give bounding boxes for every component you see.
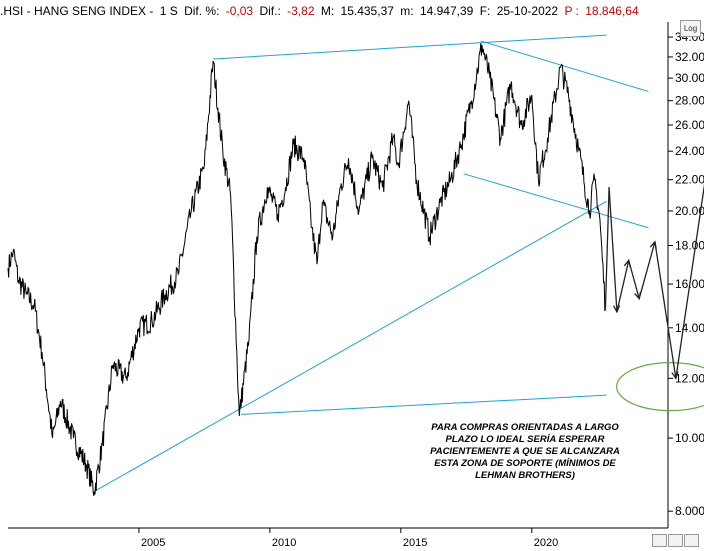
price-value: 18.846,64 <box>585 4 639 18</box>
y-tick-label: 18.000 <box>675 238 704 252</box>
y-tick-label: 20.000 <box>675 204 704 218</box>
y-tick-label: 30.000 <box>675 71 704 85</box>
projection-segment <box>628 260 640 299</box>
price-series-line <box>7 43 606 496</box>
trendline <box>480 40 649 92</box>
date-value: 25-10-2022 <box>496 4 559 18</box>
date-label: F: <box>479 4 491 18</box>
y-tick-label: 14.000 <box>675 321 704 335</box>
support-zone-ellipse <box>616 362 704 412</box>
dif-pct-label: Dif. %: <box>184 4 220 18</box>
log-scale-toggle[interactable]: Log <box>680 20 701 37</box>
y-tick-label: 22.000 <box>675 173 704 187</box>
projection-segment <box>616 260 630 312</box>
min-value: 14.947,39 <box>419 4 474 18</box>
y-tick-label: 32.000 <box>675 50 704 64</box>
x-tick-label: 2020 <box>534 537 558 549</box>
projection-segment <box>675 183 704 379</box>
close-panel-button[interactable] <box>684 534 699 547</box>
dif-pct-value: -0,03 <box>225 4 254 18</box>
projection-segment <box>638 241 656 299</box>
y-tick-label: 12.000 <box>675 371 704 385</box>
trendline <box>241 394 607 415</box>
max-label: M: <box>320 4 335 18</box>
timeframe-label: 1 S <box>159 4 178 18</box>
y-tick-label: 26.000 <box>675 118 704 132</box>
y-tick-label: 10.000 <box>675 431 704 445</box>
trendline <box>94 200 607 492</box>
restore-panel-button[interactable] <box>668 534 683 547</box>
minimize-panel-button[interactable] <box>652 534 667 547</box>
dif-label: Dif.: <box>259 4 281 18</box>
x-tick-label: 2010 <box>272 537 296 549</box>
trendline <box>463 173 649 229</box>
min-label: m: <box>400 4 414 18</box>
dif-value: -3,82 <box>287 4 315 18</box>
projection-segment <box>654 241 677 379</box>
price-label: P : <box>564 4 579 18</box>
projection-segment <box>604 187 610 310</box>
projection-segment <box>608 187 618 312</box>
chart-header: .HSI - HANG SENG INDEX - 1 S Dif. %: -0,… <box>0 0 704 22</box>
y-tick-label: 28.000 <box>675 94 704 108</box>
symbol-label: .HSI - HANG SENG INDEX - <box>0 4 154 18</box>
x-tick-label: 2005 <box>141 537 165 549</box>
y-tick-label: 24.000 <box>675 144 704 158</box>
max-value: 15.435,37 <box>340 4 394 18</box>
trendline <box>213 34 607 60</box>
x-tick-label: 2015 <box>403 537 427 549</box>
chart-annotation: PARA COMPRAS ORIENTADAS A LARGO PLAZO LO… <box>430 422 620 481</box>
y-tick-label: 8.000 <box>675 504 704 518</box>
